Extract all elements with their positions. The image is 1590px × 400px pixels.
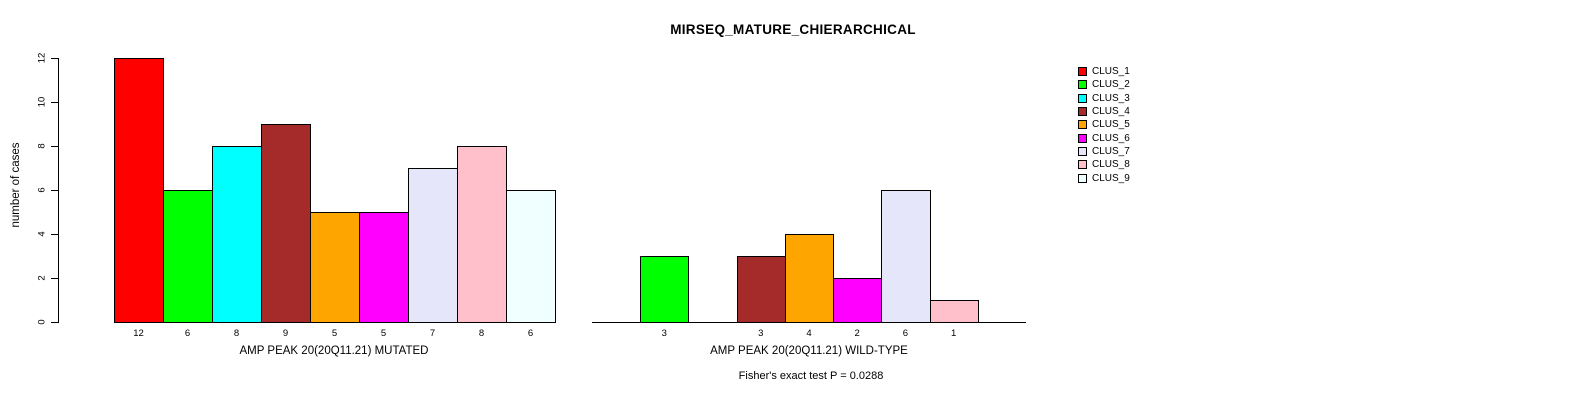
bar-clus_9-mutated [506, 190, 556, 323]
bar-clus_3-mutated [212, 146, 262, 323]
bar-clus_7-mutated [408, 168, 458, 323]
y-tick [51, 102, 58, 104]
bar-clus_2-mutated [163, 190, 213, 323]
x-axis-label-wildtype: AMP PEAK 20(20Q11.21) WILD-TYPE [710, 345, 908, 357]
legend-item-clus_4: CLUS_4 [1078, 105, 1130, 118]
bar-value-label: 4 [806, 328, 812, 339]
bar-value-label: 1 [950, 328, 957, 339]
legend-label: CLUS_3 [1092, 92, 1130, 104]
bar-value-label: 12 [133, 328, 144, 339]
fisher-test-note: Fisher's exact test P = 0.0288 [738, 370, 884, 382]
bar-value-label: 2 [854, 328, 860, 339]
legend-swatch-clus_2 [1078, 80, 1087, 90]
y-tick-label: 4 [36, 231, 48, 237]
y-tick [51, 234, 58, 236]
legend-item-clus_2: CLUS_2 [1078, 78, 1130, 91]
legend-swatch-clus_6 [1078, 133, 1087, 143]
bar-clus_2-wild-type [640, 256, 690, 323]
y-tick-label: 8 [36, 143, 48, 149]
bar-value-label: 7 [429, 328, 436, 339]
bar-clus_6-wild-type [833, 278, 883, 323]
bar-value-label: 6 [902, 328, 909, 339]
legend-item-clus_9: CLUS_9 [1078, 172, 1130, 185]
bar-value-label: 9 [282, 328, 289, 339]
legend-label: CLUS_8 [1092, 159, 1130, 171]
y-tick [51, 322, 58, 324]
chart-title: MIRSEQ_MATURE_CHIERARCHICAL [670, 22, 916, 37]
legend-swatch-clus_8 [1078, 160, 1087, 170]
bar-clus_6-mutated [359, 212, 409, 323]
bar-value-label: 6 [184, 328, 191, 339]
legend-swatch-clus_9 [1078, 173, 1087, 183]
bar-clus_4-mutated [261, 124, 311, 323]
bar-value-label: 6 [527, 328, 534, 339]
y-tick [51, 146, 58, 148]
bar-clus_5-wild-type [784, 234, 835, 323]
legend-item-clus_5: CLUS_5 [1078, 118, 1130, 131]
legend-item-clus_6: CLUS_6 [1078, 132, 1130, 145]
legend-label: CLUS_1 [1092, 65, 1130, 77]
y-tick-label: 0 [36, 319, 48, 325]
legend-label: CLUS_5 [1092, 119, 1130, 131]
bar-clus_5-mutated [310, 212, 360, 323]
bar-clus_8-wild-type [929, 300, 979, 323]
legend-label: CLUS_2 [1092, 79, 1130, 91]
legend-label: CLUS_4 [1092, 106, 1130, 118]
legend-swatch-clus_1 [1078, 66, 1087, 76]
y-tick-label: 12 [36, 52, 48, 64]
bar-value-label: 5 [331, 328, 338, 339]
bar-clus_1-mutated [114, 58, 164, 323]
bar-value-label: 5 [380, 328, 387, 339]
legend-label: CLUS_6 [1092, 132, 1130, 144]
legend-item-clus_7: CLUS_7 [1078, 145, 1130, 158]
y-tick-label: 2 [36, 275, 48, 281]
y-tick [51, 58, 58, 60]
bar-clus_7-wild-type [881, 190, 931, 323]
legend-swatch-clus_5 [1078, 120, 1087, 130]
y-tick-label: 10 [36, 96, 48, 108]
bar-value-label: 8 [233, 328, 240, 339]
bar-value-label: 3 [758, 328, 764, 339]
legend-item-clus_1: CLUS_1 [1078, 65, 1130, 78]
x-axis-label-mutated: AMP PEAK 20(20Q11.21) MUTATED [239, 345, 429, 357]
legend-swatch-clus_3 [1078, 93, 1087, 103]
legend-label: CLUS_9 [1092, 172, 1130, 184]
legend-swatch-clus_7 [1078, 147, 1087, 157]
bar-value-label: 8 [478, 328, 485, 339]
bar-clus_4-wild-type [736, 256, 786, 323]
y-tick [51, 278, 58, 280]
y-tick [51, 190, 58, 192]
bar-clus_8-mutated [457, 146, 507, 323]
y-axis-line [58, 58, 60, 323]
legend-swatch-clus_4 [1078, 107, 1087, 117]
legend-item-clus_8: CLUS_8 [1078, 158, 1130, 171]
legend-label: CLUS_7 [1092, 146, 1130, 158]
y-tick-label: 6 [36, 187, 48, 193]
y-axis-label: number of cases [10, 142, 22, 228]
bar-value-label: 3 [661, 328, 667, 339]
legend-item-clus_3: CLUS_3 [1078, 92, 1130, 105]
